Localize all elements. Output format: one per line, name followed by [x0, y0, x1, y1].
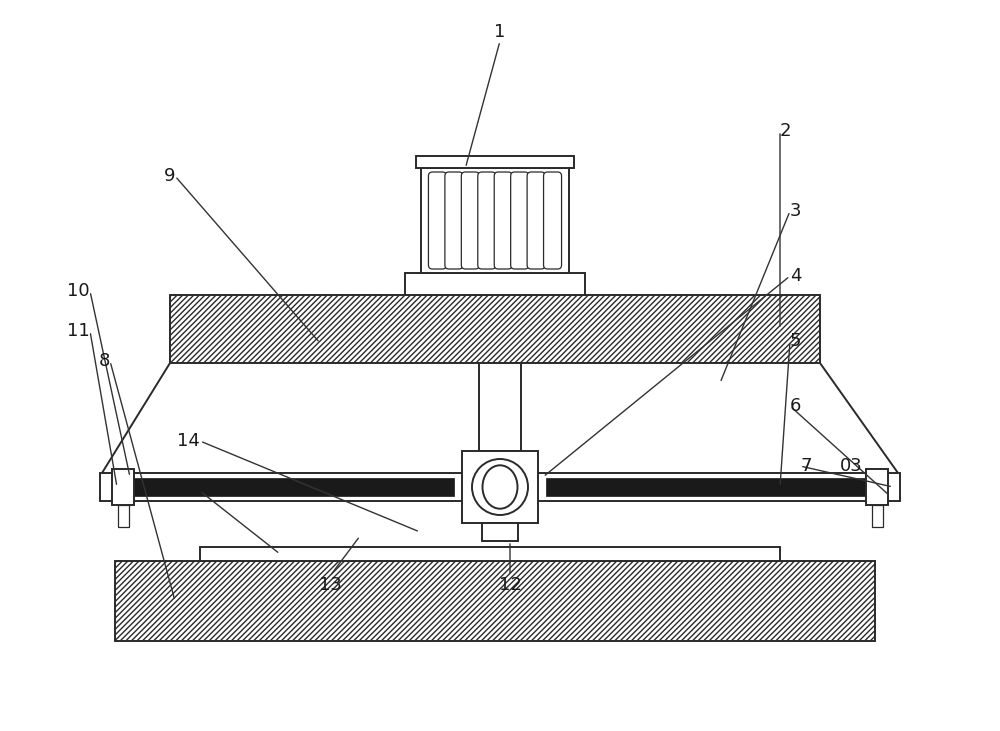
- Bar: [100, 473, 900, 501]
- Text: 14: 14: [177, 432, 200, 450]
- Bar: [546, 478, 882, 496]
- Circle shape: [472, 459, 528, 515]
- FancyBboxPatch shape: [494, 172, 512, 269]
- Bar: [405, 273, 585, 295]
- Bar: [479, 363, 521, 451]
- FancyBboxPatch shape: [428, 172, 446, 269]
- Text: 6: 6: [790, 397, 801, 415]
- FancyBboxPatch shape: [478, 172, 496, 269]
- Bar: [416, 156, 574, 168]
- Bar: [200, 547, 780, 561]
- FancyBboxPatch shape: [445, 172, 463, 269]
- Text: 1: 1: [494, 23, 506, 41]
- FancyBboxPatch shape: [544, 172, 562, 269]
- Text: 13: 13: [319, 576, 341, 594]
- Bar: [482, 523, 518, 541]
- Text: 5: 5: [790, 332, 802, 350]
- Bar: [462, 451, 538, 523]
- Ellipse shape: [482, 466, 518, 509]
- Text: 8: 8: [99, 352, 110, 370]
- Bar: [872, 505, 883, 527]
- Text: 2: 2: [780, 122, 792, 140]
- FancyBboxPatch shape: [461, 172, 479, 269]
- FancyBboxPatch shape: [527, 172, 545, 269]
- Text: 03: 03: [840, 457, 863, 475]
- Bar: [866, 469, 888, 505]
- Bar: [421, 168, 569, 273]
- Text: 15: 15: [177, 482, 200, 500]
- Bar: [170, 295, 820, 363]
- Text: 12: 12: [499, 576, 521, 594]
- FancyBboxPatch shape: [511, 172, 529, 269]
- Bar: [115, 561, 875, 641]
- Bar: [112, 469, 134, 505]
- Text: 9: 9: [164, 167, 175, 185]
- Bar: [118, 505, 128, 527]
- Bar: [118, 478, 454, 496]
- Text: 3: 3: [790, 202, 802, 220]
- Text: 11: 11: [67, 322, 90, 340]
- Text: 7: 7: [800, 457, 812, 475]
- Text: 10: 10: [67, 282, 90, 300]
- Text: 4: 4: [790, 267, 802, 285]
